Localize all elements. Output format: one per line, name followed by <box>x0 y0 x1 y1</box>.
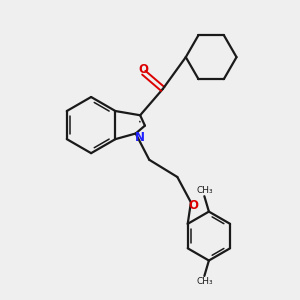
Text: O: O <box>189 199 199 212</box>
Text: O: O <box>138 64 148 76</box>
Text: N: N <box>135 130 145 144</box>
Text: CH₃: CH₃ <box>196 186 213 195</box>
Text: CH₃: CH₃ <box>196 277 213 286</box>
